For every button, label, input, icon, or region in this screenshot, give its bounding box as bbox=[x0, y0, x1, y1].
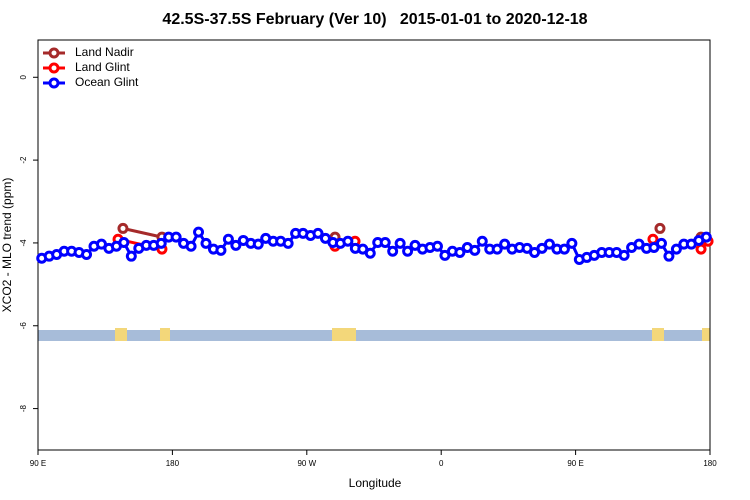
data-point bbox=[543, 238, 555, 250]
data-point bbox=[215, 244, 227, 256]
x-tick-label: 90 E bbox=[567, 459, 583, 468]
y-tick-label: -6 bbox=[19, 322, 28, 330]
y-tick-label: -4 bbox=[19, 239, 28, 247]
data-point bbox=[193, 226, 205, 238]
y-tick-label: 0 bbox=[19, 74, 28, 79]
data-point bbox=[342, 235, 354, 247]
legend-label: Land Glint bbox=[75, 60, 130, 74]
data-point bbox=[647, 233, 659, 245]
data-point bbox=[252, 238, 264, 250]
x-tick-label: 180 bbox=[703, 459, 717, 468]
data-point bbox=[200, 237, 212, 249]
data-point bbox=[312, 227, 324, 239]
x-tick-label: 180 bbox=[166, 459, 180, 468]
x-axis-label: Longitude bbox=[349, 476, 402, 490]
data-point bbox=[117, 222, 129, 234]
data-point bbox=[170, 231, 182, 243]
land-patch bbox=[115, 328, 127, 341]
y-tick-label: -2 bbox=[19, 156, 28, 164]
data-point bbox=[379, 237, 391, 249]
data-point bbox=[491, 243, 503, 255]
data-point bbox=[566, 237, 578, 249]
x-tick-label: 90 W bbox=[297, 459, 316, 468]
land-patch bbox=[652, 328, 664, 341]
data-point bbox=[655, 237, 667, 249]
x-tick-label: 0 bbox=[439, 459, 444, 468]
legend-marker bbox=[48, 77, 60, 89]
data-point bbox=[282, 237, 294, 249]
data-point bbox=[431, 240, 443, 252]
data-point bbox=[364, 247, 376, 259]
data-point bbox=[558, 243, 570, 255]
data-point bbox=[81, 249, 93, 261]
legend-label: Ocean Glint bbox=[75, 75, 139, 89]
series bbox=[36, 226, 712, 265]
data-point bbox=[155, 237, 167, 249]
land-patch bbox=[160, 328, 170, 341]
data-point bbox=[387, 245, 399, 257]
legend-marker bbox=[48, 47, 60, 59]
data-point bbox=[118, 237, 130, 249]
data-point bbox=[185, 240, 197, 252]
chart-title: 42.5S-37.5S February (Ver 10) 2015-01-01… bbox=[162, 11, 587, 28]
data-point bbox=[654, 222, 666, 234]
data-point bbox=[476, 235, 488, 247]
land-patch bbox=[702, 328, 710, 341]
data-point bbox=[695, 243, 707, 255]
data-point bbox=[670, 243, 682, 255]
data-point bbox=[618, 249, 630, 261]
land-patch bbox=[332, 328, 356, 341]
data-point bbox=[230, 239, 242, 251]
y-axis-label: XCO2 - MLO trend (ppm) bbox=[0, 178, 14, 313]
data-point bbox=[454, 246, 466, 258]
data-point bbox=[499, 238, 511, 250]
x-tick-label: 90 E bbox=[30, 459, 46, 468]
data-point bbox=[469, 244, 481, 256]
land-ocean-band bbox=[38, 328, 710, 341]
ocean-band bbox=[38, 330, 710, 341]
data-point bbox=[394, 237, 406, 249]
data-point bbox=[125, 250, 137, 262]
data-point bbox=[402, 245, 414, 257]
y-tick-label: -8 bbox=[19, 404, 28, 412]
legend-label: Land Nadir bbox=[75, 45, 134, 59]
data-point bbox=[222, 233, 234, 245]
legend-marker bbox=[48, 62, 60, 74]
data-point bbox=[700, 231, 712, 243]
data-point bbox=[663, 250, 675, 262]
